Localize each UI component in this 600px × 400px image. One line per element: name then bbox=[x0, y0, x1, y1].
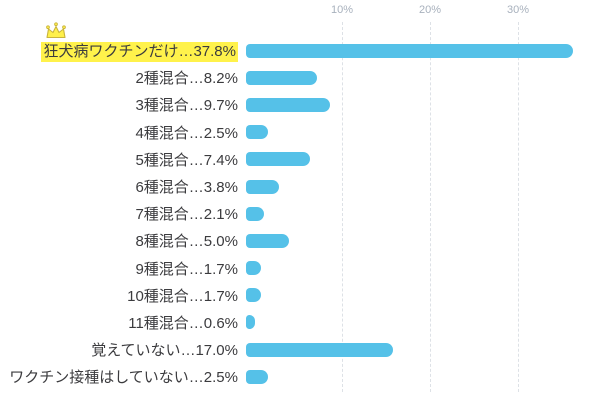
bar bbox=[246, 233, 290, 248]
row-label: 7種混合…2.1% bbox=[0, 203, 246, 224]
row-label-text: 2種混合…8.2% bbox=[135, 70, 238, 88]
bar bbox=[246, 179, 279, 194]
bar bbox=[246, 261, 261, 276]
bar bbox=[246, 369, 268, 384]
bar bbox=[246, 342, 394, 357]
row-label: 8種混合…5.0% bbox=[0, 230, 246, 251]
bar bbox=[246, 206, 265, 221]
row-label-text: 3種混合…9.7% bbox=[135, 97, 238, 115]
bar bbox=[246, 288, 261, 303]
crown-icon bbox=[46, 22, 66, 39]
row-label: 6種混合…3.8% bbox=[0, 176, 246, 197]
chart-row: 5種混合…7.4% bbox=[0, 146, 600, 173]
chart-row: ワクチン接種はしていない…2.5% bbox=[0, 363, 600, 390]
bar-track bbox=[246, 315, 600, 330]
bar bbox=[246, 315, 255, 330]
chart-row: 8種混合…5.0% bbox=[0, 227, 600, 254]
bar bbox=[246, 97, 330, 112]
row-label: 10種混合…1.7% bbox=[0, 285, 246, 306]
row-label: 3種混合…9.7% bbox=[0, 94, 246, 115]
row-label: 5種混合…7.4% bbox=[0, 149, 246, 170]
bar-track bbox=[246, 179, 600, 194]
bar bbox=[246, 125, 268, 140]
bar-track bbox=[246, 97, 600, 112]
row-label-text: 8種混合…5.0% bbox=[135, 233, 238, 251]
row-label-text: 9種混合…1.7% bbox=[135, 260, 238, 278]
chart-row: 9種混合…1.7% bbox=[0, 255, 600, 282]
chart-row: 11種混合…0.6% bbox=[0, 309, 600, 336]
chart-row: 6種混合…3.8% bbox=[0, 173, 600, 200]
row-label-text: 7種混合…2.1% bbox=[135, 206, 238, 224]
chart-rows: 狂犬病ワクチンだけ…37.8% 2種混合…8.2% 3種混合…9.7% 4種混合…2.… bbox=[0, 37, 600, 390]
bar bbox=[246, 70, 317, 85]
bar-track bbox=[246, 233, 600, 248]
bar-track bbox=[246, 70, 600, 85]
bar-track bbox=[246, 369, 600, 384]
bar bbox=[246, 43, 573, 58]
chart-row: 3種混合…9.7% bbox=[0, 91, 600, 118]
row-label: ワクチン接種はしていない…2.5% bbox=[0, 366, 246, 387]
row-label: 9種混合…1.7% bbox=[0, 258, 246, 279]
row-label-text: 4種混合…2.5% bbox=[135, 124, 238, 142]
row-label-text: 5種混合…7.4% bbox=[135, 151, 238, 169]
bar-track bbox=[246, 125, 600, 140]
x-axis-tick: 20% bbox=[418, 4, 442, 16]
chart-row: 7種混合…2.1% bbox=[0, 200, 600, 227]
row-label: 覚えていない…17.0% bbox=[0, 339, 246, 360]
chart-row: 4種混合…2.5% bbox=[0, 119, 600, 146]
bar-track bbox=[246, 261, 600, 276]
row-label-text-highlighted: 狂犬病ワクチンだけ…37.8% bbox=[41, 42, 238, 63]
gridlines bbox=[254, 22, 600, 392]
x-axis-tick: 30% bbox=[506, 4, 530, 16]
chart-row: 10種混合…1.7% bbox=[0, 282, 600, 309]
x-axis-tick: 10% bbox=[330, 4, 354, 16]
row-label-text: 6種混合…3.8% bbox=[135, 179, 238, 197]
bar-track bbox=[246, 206, 600, 221]
bar-track bbox=[246, 288, 600, 303]
chart-row: 2種混合…8.2% bbox=[0, 64, 600, 91]
row-label-text: 11種混合…0.6% bbox=[128, 314, 238, 332]
row-label-text: 10種混合…1.7% bbox=[127, 287, 238, 305]
row-label: 2種混合…8.2% bbox=[0, 67, 246, 88]
row-label: 11種混合…0.6% bbox=[0, 312, 246, 333]
chart-row: 狂犬病ワクチンだけ…37.8% bbox=[0, 37, 600, 64]
gridline bbox=[430, 22, 431, 392]
chart-row: 覚えていない…17.0% bbox=[0, 336, 600, 363]
gridline bbox=[518, 22, 519, 392]
row-label-text: ワクチン接種はしていない…2.5% bbox=[9, 369, 238, 387]
row-label-text: 覚えていない…17.0% bbox=[91, 342, 238, 360]
bar bbox=[246, 152, 310, 167]
bar-track bbox=[246, 43, 600, 58]
gridline bbox=[342, 22, 343, 392]
bar-track bbox=[246, 152, 600, 167]
bar-track bbox=[246, 342, 600, 357]
row-label: 4種混合…2.5% bbox=[0, 122, 246, 143]
row-label: 狂犬病ワクチンだけ…37.8% bbox=[0, 40, 246, 63]
x-axis: 10% 20% 30% bbox=[254, 4, 600, 20]
